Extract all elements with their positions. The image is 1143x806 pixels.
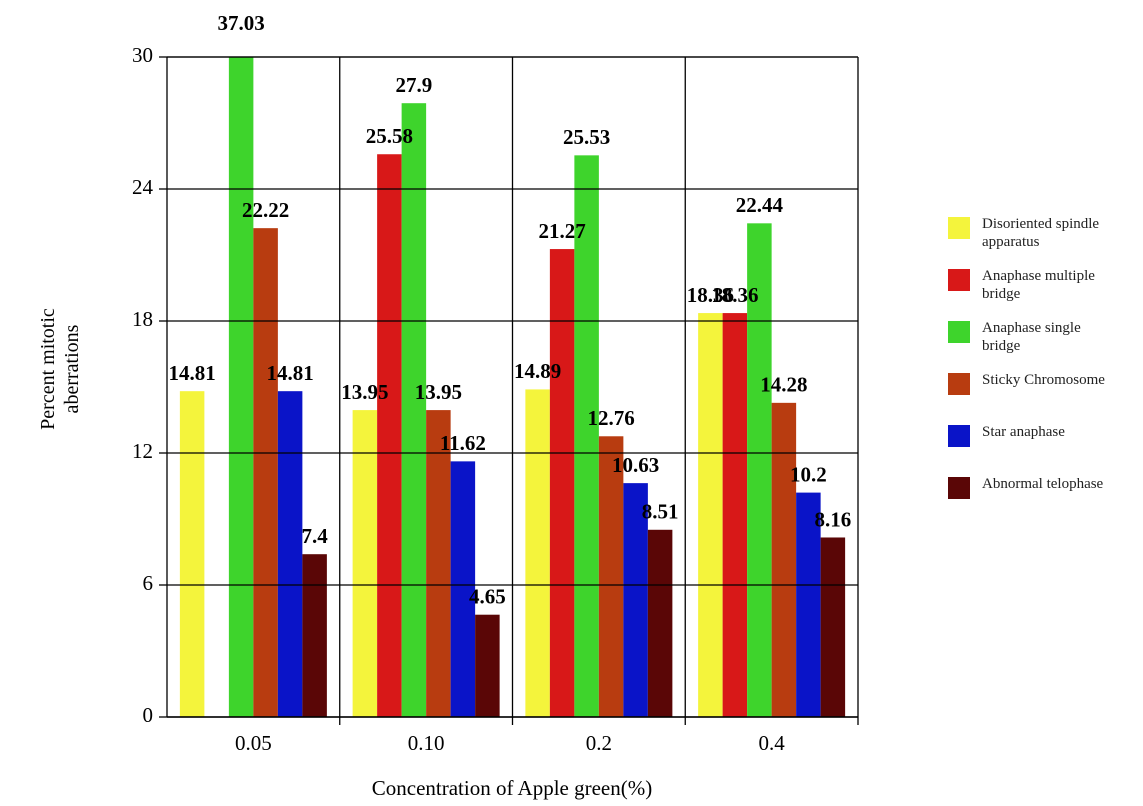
bar bbox=[623, 483, 648, 717]
value-label: 10.2 bbox=[790, 462, 827, 486]
bar bbox=[820, 537, 846, 717]
legend-swatch bbox=[948, 425, 970, 447]
legend: Disoriented spindle apparatus Anaphase mu… bbox=[948, 215, 1138, 527]
legend-label: Disoriented spindle apparatus bbox=[982, 216, 1100, 250]
bar bbox=[747, 223, 772, 717]
value-label: 21.27 bbox=[539, 219, 586, 243]
y-tick-label: 12 bbox=[132, 439, 153, 463]
y-tick-label: 24 bbox=[132, 175, 154, 199]
legend-label: Abnormal telophase bbox=[982, 476, 1104, 492]
value-label: 7.4 bbox=[302, 524, 329, 548]
bar bbox=[253, 228, 278, 717]
value-label: 4.65 bbox=[469, 585, 506, 609]
value-label: 22.22 bbox=[242, 198, 289, 222]
bar bbox=[647, 529, 673, 717]
bar bbox=[771, 402, 797, 717]
legend-swatch bbox=[948, 269, 970, 291]
legend-swatch bbox=[948, 477, 970, 499]
bar bbox=[450, 461, 476, 717]
legend-item: Sticky Chromosome bbox=[948, 371, 1138, 423]
y-tick-label: 30 bbox=[132, 43, 153, 67]
value-label: 14.28 bbox=[760, 373, 807, 397]
bar bbox=[722, 313, 748, 717]
bar bbox=[179, 391, 205, 717]
value-label: 13.95 bbox=[415, 380, 462, 404]
bar bbox=[549, 249, 575, 717]
bar bbox=[228, 57, 254, 717]
legend-item: Anaphase multiple bridge bbox=[948, 267, 1138, 319]
legend-item: Disoriented spindle apparatus bbox=[948, 215, 1138, 267]
y-axis-label: Percent mitotic aberrations bbox=[37, 308, 83, 430]
bar bbox=[574, 155, 599, 717]
x-tick-label: 0.05 bbox=[235, 731, 272, 755]
value-label: 10.63 bbox=[612, 453, 659, 477]
bar bbox=[598, 436, 624, 717]
x-axis-label: Concentration of Apple green(%) bbox=[372, 776, 653, 800]
y-tick-label: 18 bbox=[132, 307, 153, 331]
bar bbox=[475, 614, 500, 717]
legend-item: Anaphase single bridge bbox=[948, 319, 1138, 371]
x-tick-label: 0.4 bbox=[759, 731, 786, 755]
value-label: 18.36 bbox=[687, 283, 734, 307]
legend-label: Anaphase single bridge bbox=[982, 320, 1081, 354]
value-label: 14.81 bbox=[267, 361, 314, 385]
legend-item: Star anaphase bbox=[948, 423, 1138, 475]
value-label: 14.81 bbox=[169, 361, 216, 385]
value-label: 8.16 bbox=[815, 507, 852, 531]
bars bbox=[179, 57, 846, 717]
value-label: 22.44 bbox=[736, 193, 784, 217]
y-tick-label: 6 bbox=[143, 571, 154, 595]
value-label: 25.58 bbox=[366, 124, 413, 148]
value-label: 8.51 bbox=[642, 500, 679, 524]
value-label: 13.95 bbox=[341, 380, 388, 404]
value-label: 12.76 bbox=[588, 406, 635, 430]
x-tick-label: 0.10 bbox=[408, 731, 445, 755]
legend-label: Anaphase multiple bridge bbox=[982, 268, 1095, 302]
value-label: 27.9 bbox=[396, 73, 433, 97]
bar bbox=[352, 410, 378, 717]
legend-label: Star anaphase bbox=[982, 424, 1065, 440]
bar bbox=[377, 154, 402, 717]
bar bbox=[426, 410, 451, 717]
bar bbox=[277, 391, 303, 717]
legend-swatch bbox=[948, 217, 970, 239]
value-label: 37.03 bbox=[218, 11, 265, 35]
bar bbox=[302, 554, 327, 717]
value-label: 25.53 bbox=[563, 125, 610, 149]
x-tick-label: 0.2 bbox=[586, 731, 612, 755]
legend-swatch bbox=[948, 321, 970, 343]
legend-item: Abnormal telophase bbox=[948, 475, 1138, 527]
bar bbox=[401, 103, 427, 717]
legend-swatch bbox=[948, 373, 970, 395]
bar bbox=[698, 313, 723, 717]
bar bbox=[525, 389, 550, 717]
value-label: 18.36 bbox=[711, 283, 758, 307]
bar bbox=[796, 492, 821, 717]
y-tick-label: 0 bbox=[143, 703, 154, 727]
value-label: 11.62 bbox=[440, 431, 486, 455]
legend-label: Sticky Chromosome bbox=[982, 372, 1105, 388]
value-label: 14.89 bbox=[514, 359, 561, 383]
